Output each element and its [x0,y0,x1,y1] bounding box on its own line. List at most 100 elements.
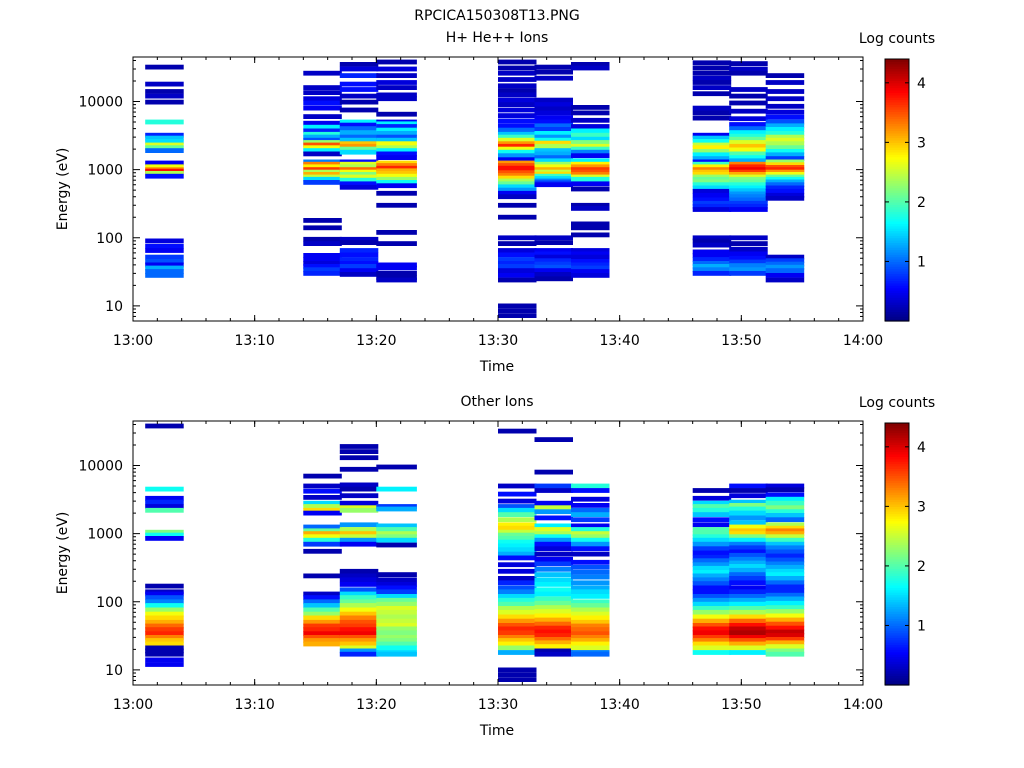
spectrogram-cell [339,248,379,253]
time-column [303,70,342,276]
spectrogram-cell [145,259,184,264]
spectrogram-cell [571,570,610,575]
spectrogram-cell [534,534,573,540]
colorbar-swatch [885,116,909,120]
spectrogram-cell [498,127,537,133]
spectrogram-cell [303,128,342,134]
time-column [534,437,573,657]
colorbar-frame [884,58,910,322]
spectrogram-cell [534,621,573,627]
colorbar-swatch [885,677,909,681]
colorbar-swatch [885,106,909,110]
spectrogram-cell [729,594,768,599]
spectrogram-cell [376,151,417,157]
spectrogram-cell [765,500,805,506]
colorbar-swatch [885,85,909,89]
spectrogram-cell [765,605,805,610]
spectrogram-cell [729,597,768,603]
spectrogram-cell [571,619,610,625]
spectrogram-cell [534,613,573,619]
spectrogram-cell [729,130,768,135]
spectrogram-cell [376,183,417,189]
spectrogram-cell [765,176,805,182]
colorbar-swatch [885,216,909,220]
spectrogram-cell [339,482,379,488]
spectrogram-cell [376,190,417,196]
spectrogram-cell [729,235,768,241]
spectrogram-cell [339,161,379,167]
spectrogram-cell [303,96,342,102]
spectrogram-cell [498,626,537,632]
spectrogram-cell [692,623,732,628]
spectrogram-cell [571,181,610,187]
colorbar-swatch [885,294,909,298]
colorbar-swatch [885,118,909,122]
spectrogram-cell [303,164,342,170]
spectrogram-cell [571,172,610,177]
spectrogram-cell [376,230,417,235]
spectrogram-cell [692,65,732,71]
spectrogram-cell [145,635,184,640]
spectrogram-cell [376,155,417,160]
spectrogram-cell [765,134,805,140]
spectrogram-cell [729,609,768,615]
spectrogram-cell [765,549,805,555]
colorbar-swatch [885,232,909,236]
spectrogram-cell [571,259,610,264]
spectrogram-cell [765,192,805,198]
spectrogram-cell [765,159,805,165]
spectrogram-cell [303,524,342,530]
spectrogram-cell [376,504,417,509]
spectrogram-cell [729,93,768,99]
spectrogram-cell [376,464,417,470]
spectrogram-cell [339,167,379,172]
spectrogram-cell [729,556,768,562]
spectrogram-cell [765,149,805,154]
spectrogram-cell [692,156,732,161]
colorbar-swatch [885,630,909,634]
x-tick-label: 14:00 [843,697,883,713]
spectrogram-cell [765,592,805,598]
colorbar-swatch [885,530,909,534]
spectrogram-cell [534,97,573,103]
colorbar-swatch [885,568,909,572]
spectrogram-cell [729,164,768,170]
spectrogram-cell [339,164,379,170]
colorbar-swatch [885,589,909,593]
colorbar-swatch [885,606,909,610]
spectrogram-cell [498,65,537,71]
spectrogram-cell [534,176,573,181]
spectrogram-cell [303,218,342,223]
spectrogram-cell [303,591,342,597]
spectrogram-cell [145,423,184,429]
spectrogram-cell [498,303,537,309]
spectrogram-cell [571,551,610,557]
spectrogram-cell [729,161,768,167]
spectrogram-cell [145,599,184,605]
colorbar-swatch [885,197,909,201]
spectrogram-cell [729,601,768,607]
spectrogram-cell [145,171,184,176]
spectrogram-cell [376,582,417,587]
spectrogram-cell [145,638,184,643]
x-tick-label: 13:50 [721,333,761,349]
colorbar-swatch [885,254,909,258]
colorbar-swatch [885,68,909,72]
colorbar-swatch [885,220,909,224]
spectrogram-cell [145,623,184,629]
colorbar-swatch [885,170,909,174]
x-tick-label: 13:20 [356,697,396,713]
spectrogram-cell [339,587,379,593]
spectrogram-cell [534,258,573,264]
spectrogram-cell [145,139,184,144]
spectrogram-cell [145,486,184,492]
colorbar-swatch [885,101,909,105]
spectrogram-cell [339,619,379,625]
spectrogram-cell [534,629,573,635]
spectrogram-cell [145,135,184,141]
colorbar-swatch [885,66,909,70]
spectrogram-cell [692,541,732,547]
colorbar-swatch [885,242,909,246]
y-tick-label: 10000 [78,95,123,111]
